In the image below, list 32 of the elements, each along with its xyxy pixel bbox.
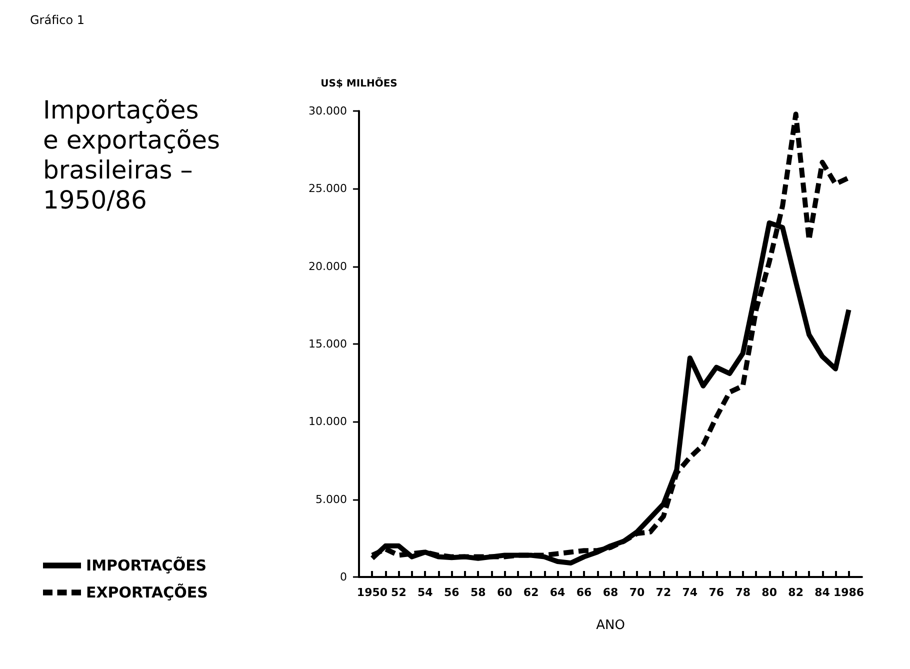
x-tick-label: 66: [576, 586, 592, 599]
x-tick-label: 1950: [356, 586, 388, 599]
y-tick-label: 5.000: [316, 492, 347, 506]
x-tick-label: 76: [708, 586, 724, 599]
x-tick-label: 56: [444, 586, 460, 599]
y-tick-label: 10.000: [308, 415, 347, 428]
x-tick-label: 54: [418, 586, 434, 599]
x-tick-label: 62: [523, 586, 539, 599]
x-tick-label: 84: [814, 586, 830, 599]
x-tick-label: 74: [682, 586, 698, 599]
legend-label: EXPORTAÇÕES: [86, 584, 208, 602]
x-tick-label: 78: [735, 586, 751, 599]
y-tick-label: 25.000: [308, 182, 347, 196]
legend-label: IMPORTAÇÕES: [86, 556, 207, 574]
x-tick-label: 1986: [833, 586, 864, 599]
x-tick-label: 72: [656, 586, 672, 599]
y-tick-label: 0: [340, 570, 347, 584]
x-tick-label: 52: [391, 586, 406, 599]
y-tick-label: 20.000: [308, 260, 347, 273]
x-tick-label: 58: [470, 586, 486, 599]
y-tick-label: 30.000: [308, 104, 347, 118]
x-tick-label: 64: [550, 586, 566, 599]
x-tick-label: 80: [762, 586, 778, 599]
x-tick-label: 68: [602, 586, 618, 599]
x-tick-label: 60: [496, 586, 513, 599]
text: Gráfico 1: [30, 13, 85, 27]
y-tick-label: 15.000: [308, 338, 347, 350]
y-axis-title: US$ MILHÕES: [320, 76, 398, 90]
x-axis-title: ANO: [596, 618, 625, 633]
x-tick-label: 82: [788, 586, 804, 599]
text: Importações e exportações brasileiras – 1950/86: [43, 96, 220, 214]
x-tick-label: 70: [629, 586, 645, 599]
